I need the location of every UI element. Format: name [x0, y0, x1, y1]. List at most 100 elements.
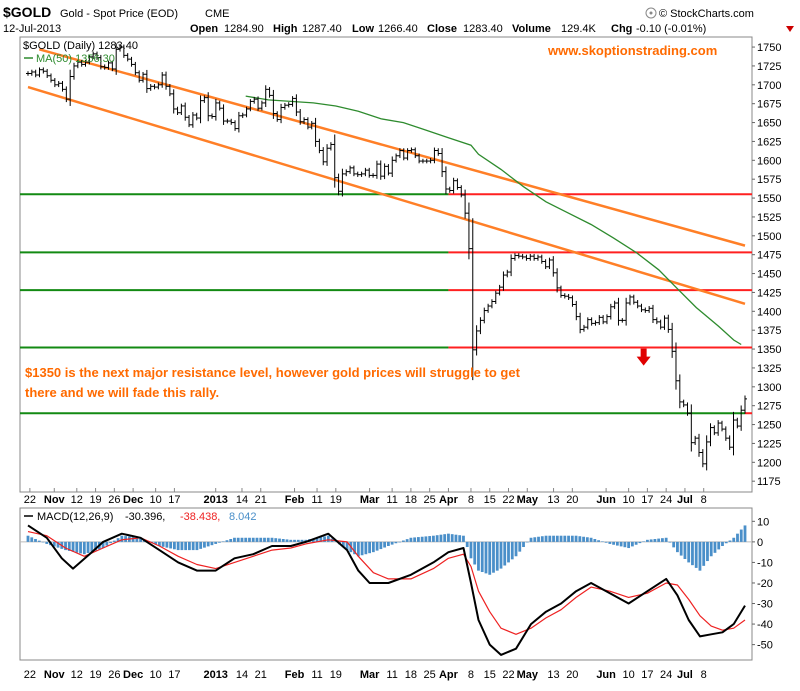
price-bar — [673, 342, 678, 390]
price-bar — [198, 95, 203, 124]
macd-hist-bar — [319, 537, 323, 542]
macd-x-tick-label: 25 — [424, 669, 436, 681]
macd-hist-bar — [525, 541, 529, 543]
price-bar — [681, 399, 686, 408]
macd-x-tick-label: 21 — [255, 669, 267, 681]
macd-x-tick-label: 20 — [566, 669, 578, 681]
price-bar — [424, 158, 429, 164]
macd-hist-bar — [56, 541, 60, 548]
price-x-tick-label: Dec — [123, 494, 143, 506]
macd-hist-bar — [368, 541, 372, 554]
macd-hist-bar — [495, 541, 499, 571]
price-bar — [286, 102, 291, 108]
price-bar — [256, 96, 261, 111]
price-bar — [574, 300, 579, 321]
price-bar — [118, 44, 123, 52]
price-bar — [601, 315, 606, 325]
price-bar — [213, 98, 218, 121]
price-y-tick-label: 1500 — [757, 231, 781, 243]
price-bar — [409, 147, 414, 153]
macd-hist-bar — [371, 541, 375, 553]
price-bar — [643, 307, 648, 313]
macd-hist-bar — [435, 535, 439, 542]
price-bar — [647, 306, 652, 313]
price-x-tick-label: 11 — [311, 494, 322, 506]
macd-hist-bar — [642, 541, 646, 542]
price-bar — [589, 317, 594, 326]
macd-hist-bar — [71, 541, 75, 552]
price-bar — [64, 86, 69, 103]
macd-hist-bar — [732, 537, 736, 542]
macd-hist-bar — [623, 541, 627, 548]
price-bar — [221, 104, 226, 125]
macd-hist-bar — [567, 535, 570, 542]
price-y-tick-label: 1625 — [757, 136, 781, 148]
price-bar — [190, 112, 195, 128]
price-x-tick-label: Jul — [677, 494, 693, 506]
macd-hist-bar — [713, 541, 717, 553]
price-bar — [612, 300, 617, 310]
chg-down-icon — [786, 26, 794, 32]
hist-legend-value: 8.042 — [229, 511, 257, 523]
macd-hist-bar — [537, 536, 540, 542]
price-y-tick-label: 1750 — [757, 42, 781, 54]
macd-hist-bar — [364, 541, 368, 555]
price-x-tick-label: 14 — [236, 494, 248, 506]
macd-lines — [27, 524, 746, 656]
price-bar — [451, 177, 456, 194]
price-bar — [187, 115, 192, 128]
macd-x-tick-label: 13 — [547, 669, 559, 681]
macd-hist-bar — [210, 541, 214, 546]
macd-hist-bar — [706, 541, 709, 562]
macd-hist-bar — [736, 533, 739, 542]
macd-hist-bar — [480, 541, 484, 573]
price-bar — [141, 71, 146, 83]
macd-hist-bar — [79, 541, 82, 554]
chart-name: Gold - Spot Price (EOD) — [60, 8, 178, 20]
chg-value: -0.10 (-0.01%) — [636, 23, 706, 35]
macd-hist-bar — [323, 536, 326, 542]
price-bar — [455, 178, 460, 190]
price-y-tick-label: 1375 — [757, 325, 781, 337]
macd-hist-bar — [597, 540, 600, 542]
macd-hist-bar — [386, 541, 390, 546]
price-bar — [474, 325, 479, 356]
price-bar — [325, 144, 330, 166]
macd-x-tick-label: 15 — [484, 669, 496, 681]
price-bar — [539, 254, 544, 264]
price-x-tick-label: May — [517, 494, 539, 506]
macd-hist-bar — [484, 541, 488, 574]
price-bar — [351, 165, 356, 177]
price-bar — [217, 100, 222, 111]
price-legend: $GOLD (Daily) 1283.40 MA(50) 1356.30 — [23, 40, 138, 65]
macd-hist-bar — [75, 541, 79, 553]
price-trendlines — [27, 48, 746, 305]
price-bar — [635, 299, 640, 309]
price-bar — [639, 303, 644, 313]
price-y-tick-label: 1225 — [757, 438, 781, 450]
price-bar — [447, 186, 452, 193]
macd-x-axis: 22 Nov 12 19 26 Dec 10 17 2013 14 21 Feb 11 19 Mar 11 18… — [24, 669, 707, 681]
macd-hist-bar — [278, 538, 281, 542]
macd-hist-bar — [552, 535, 555, 542]
macd-hist-bar — [225, 540, 229, 542]
price-x-tick-label: 10 — [150, 494, 162, 506]
price-bar — [114, 43, 119, 75]
price-x-tick-label: 20 — [566, 494, 578, 506]
price-bar — [298, 109, 303, 125]
macd-hist-bar — [379, 541, 383, 550]
macd-hist-bar — [116, 538, 120, 542]
price-bar — [60, 81, 65, 92]
price-bar — [528, 253, 533, 261]
price-bar — [263, 85, 268, 108]
price-bar — [390, 156, 395, 177]
macd-hist-bar — [638, 541, 642, 544]
price-x-tick-label: 10 — [623, 494, 635, 506]
price-bar — [581, 324, 586, 332]
price-bar — [551, 256, 556, 277]
macd-hist-bar — [244, 537, 248, 542]
price-bar — [79, 59, 84, 67]
price-bar — [252, 96, 257, 104]
price-bar — [555, 268, 560, 293]
macd-hist-bar — [281, 539, 285, 542]
